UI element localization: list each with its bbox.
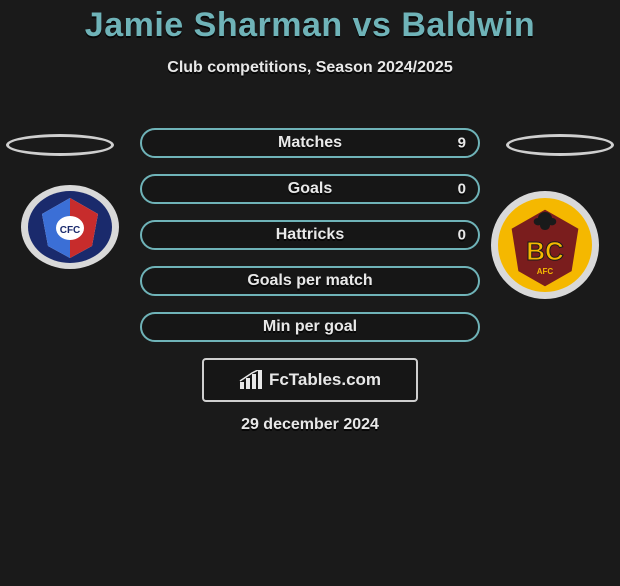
svg-text:CFC: CFC [60, 225, 81, 236]
team-crest-right: BC AFC [490, 190, 600, 300]
subtitle: Club competitions, Season 2024/2025 [0, 59, 620, 77]
stat-row-matches: Matches 9 [140, 128, 480, 158]
brand-text: FcTables.com [269, 370, 381, 390]
stat-label: Hattricks [276, 226, 344, 244]
date-text: 29 december 2024 [0, 416, 620, 434]
stat-row-min-per-goal: Min per goal [140, 312, 480, 342]
stat-value-right: 9 [458, 135, 466, 152]
page-title: Jamie Sharman vs Baldwin [0, 6, 620, 45]
pitch-ellipse-right [506, 134, 614, 156]
stat-label: Matches [278, 134, 342, 152]
crest-left-svg: CFC [20, 184, 120, 270]
stat-label: Goals [288, 180, 332, 198]
stat-row-goals-per-match: Goals per match [140, 266, 480, 296]
brand-box: FcTables.com [202, 358, 418, 402]
svg-text:BC: BC [526, 236, 564, 266]
stat-value-right: 0 [458, 181, 466, 198]
stat-label: Min per goal [263, 318, 357, 336]
stat-row-hattricks: Hattricks 0 [140, 220, 480, 250]
stats-container: Matches 9 Goals 0 Hattricks 0 Goals per … [140, 128, 480, 358]
stat-row-goals: Goals 0 [140, 174, 480, 204]
bar-chart-icon [239, 370, 263, 390]
svg-text:AFC: AFC [537, 267, 554, 276]
pitch-ellipse-left [6, 134, 114, 156]
crest-right-svg: BC AFC [490, 190, 600, 300]
stat-value-right: 0 [458, 227, 466, 244]
stat-label: Goals per match [247, 272, 372, 290]
team-crest-left: CFC [20, 184, 120, 270]
